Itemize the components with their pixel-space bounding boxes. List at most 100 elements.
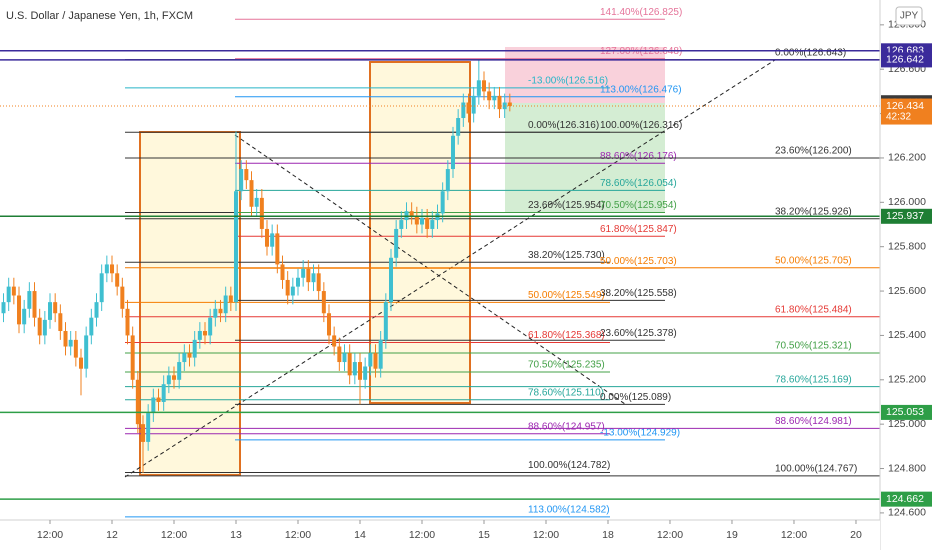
candle-body [409, 211, 414, 216]
candle-body [42, 319, 47, 336]
candle-body [399, 220, 404, 229]
candle-body [425, 217, 430, 229]
price-label-box [881, 52, 932, 68]
candle-body [476, 80, 481, 96]
fib-label: 38.20%(125.730) [528, 250, 605, 261]
x-tick-label: 15 [478, 529, 490, 541]
candle-body [239, 169, 244, 192]
candle-body [440, 191, 445, 214]
currency: JPY [900, 11, 919, 22]
fib-label: 0.00%(126.316) [528, 120, 599, 131]
candle-body [192, 339, 197, 358]
candle-body [445, 169, 450, 192]
candle-body [79, 357, 84, 369]
candle-body [84, 335, 89, 369]
candle-body [275, 233, 280, 265]
x-tick-label: 18 [602, 529, 614, 541]
candle-body [208, 317, 213, 336]
candle-body [497, 95, 502, 110]
price-label: 126.434 [886, 100, 924, 112]
candle-body [471, 95, 476, 114]
candle-body [223, 295, 228, 314]
fib-label: 70.50%(125.321) [775, 341, 852, 352]
candle-body [326, 313, 331, 336]
candle-body [32, 291, 37, 318]
fib-label: 0.00%(125.089) [600, 392, 671, 403]
y-tick-label: 125.200 [888, 374, 926, 386]
countdown: 42:32 [886, 112, 911, 123]
candle-body [456, 118, 461, 136]
y-tick-label: 125.800 [888, 240, 926, 252]
candle-body [94, 302, 99, 318]
candle-body [203, 330, 208, 336]
fib-label: 61.80%(125.368) [528, 330, 605, 341]
price-label-box [881, 98, 932, 125]
y-tick-label: 125.400 [888, 329, 926, 341]
candle-body [296, 277, 301, 287]
candle-body [450, 135, 455, 170]
fib-label: 23.60%(126.200) [775, 146, 852, 157]
candle-body [285, 279, 290, 296]
candle-body [507, 102, 512, 107]
candle-body [466, 102, 471, 114]
x-tick-label: 13 [230, 529, 242, 541]
fib-label: 141.40%(126.825) [600, 7, 682, 18]
risk-zone [505, 47, 665, 103]
fib-label: 38.20%(125.926) [775, 206, 852, 217]
candle-body [68, 339, 73, 347]
candle-body [301, 268, 306, 278]
candle-body [218, 308, 223, 314]
candle-body [388, 257, 393, 303]
candle-body [58, 313, 63, 331]
y-tick-label: 124.600 [888, 507, 926, 519]
fib-label: 127.00%(126.648) [600, 46, 682, 57]
candle-body [1, 302, 6, 314]
candle-body [383, 302, 388, 340]
x-tick-label: 12:00 [781, 529, 807, 541]
candle-body [419, 217, 424, 225]
fib-label: 61.80%(125.847) [600, 224, 677, 235]
candle-body [120, 286, 125, 309]
candle-body [11, 286, 16, 296]
candle-body [197, 330, 202, 340]
fib-label: 88.60%(124.981) [775, 416, 852, 427]
candle-body [63, 330, 68, 347]
candle-body [321, 291, 326, 314]
candle-body [347, 353, 352, 376]
x-tick-label: 19 [726, 529, 738, 541]
price-label-box [881, 208, 932, 224]
y-tick-label: 125.000 [888, 418, 926, 430]
candle-body [156, 397, 161, 402]
candle-body [487, 91, 492, 101]
candle-body [115, 273, 120, 287]
candle-body [182, 353, 187, 363]
candle-body [363, 366, 368, 380]
price-label: 124.662 [886, 493, 924, 505]
date-range-box [139, 131, 241, 476]
candle-body [414, 215, 419, 225]
axes: 124.600 124.800 125.000 125.200 125.400 125.6… [37, 19, 926, 541]
price-label: 125.937 [886, 210, 924, 222]
candle-body [492, 95, 497, 101]
fib-label: 0.00%(126.643) [775, 47, 846, 58]
x-tick-label: 12:00 [161, 529, 187, 541]
candle-body [130, 335, 135, 380]
fib-label: 70.50%(125.954) [600, 200, 677, 211]
candle-body [48, 302, 53, 320]
x-tick-label: 12 [106, 529, 118, 541]
candle-body [187, 353, 192, 358]
fib-label: 38.20%(125.558) [600, 288, 677, 299]
y-tick-label: 126.000 [888, 196, 926, 208]
price-label-box [881, 491, 932, 507]
candle-body [110, 264, 115, 274]
fib-label: 78.60%(125.169) [775, 374, 852, 385]
fib-label: 23.60%(125.954) [528, 200, 605, 211]
x-tick-label: 12:00 [533, 529, 559, 541]
candle-body [352, 362, 357, 376]
candle-body [259, 197, 264, 229]
candle-body [22, 308, 27, 325]
fib-label: 61.80%(125.484) [775, 304, 852, 315]
candle-body [141, 424, 146, 442]
price-labels: 126.683126.642126.449126.43442:32125.937… [881, 43, 932, 507]
